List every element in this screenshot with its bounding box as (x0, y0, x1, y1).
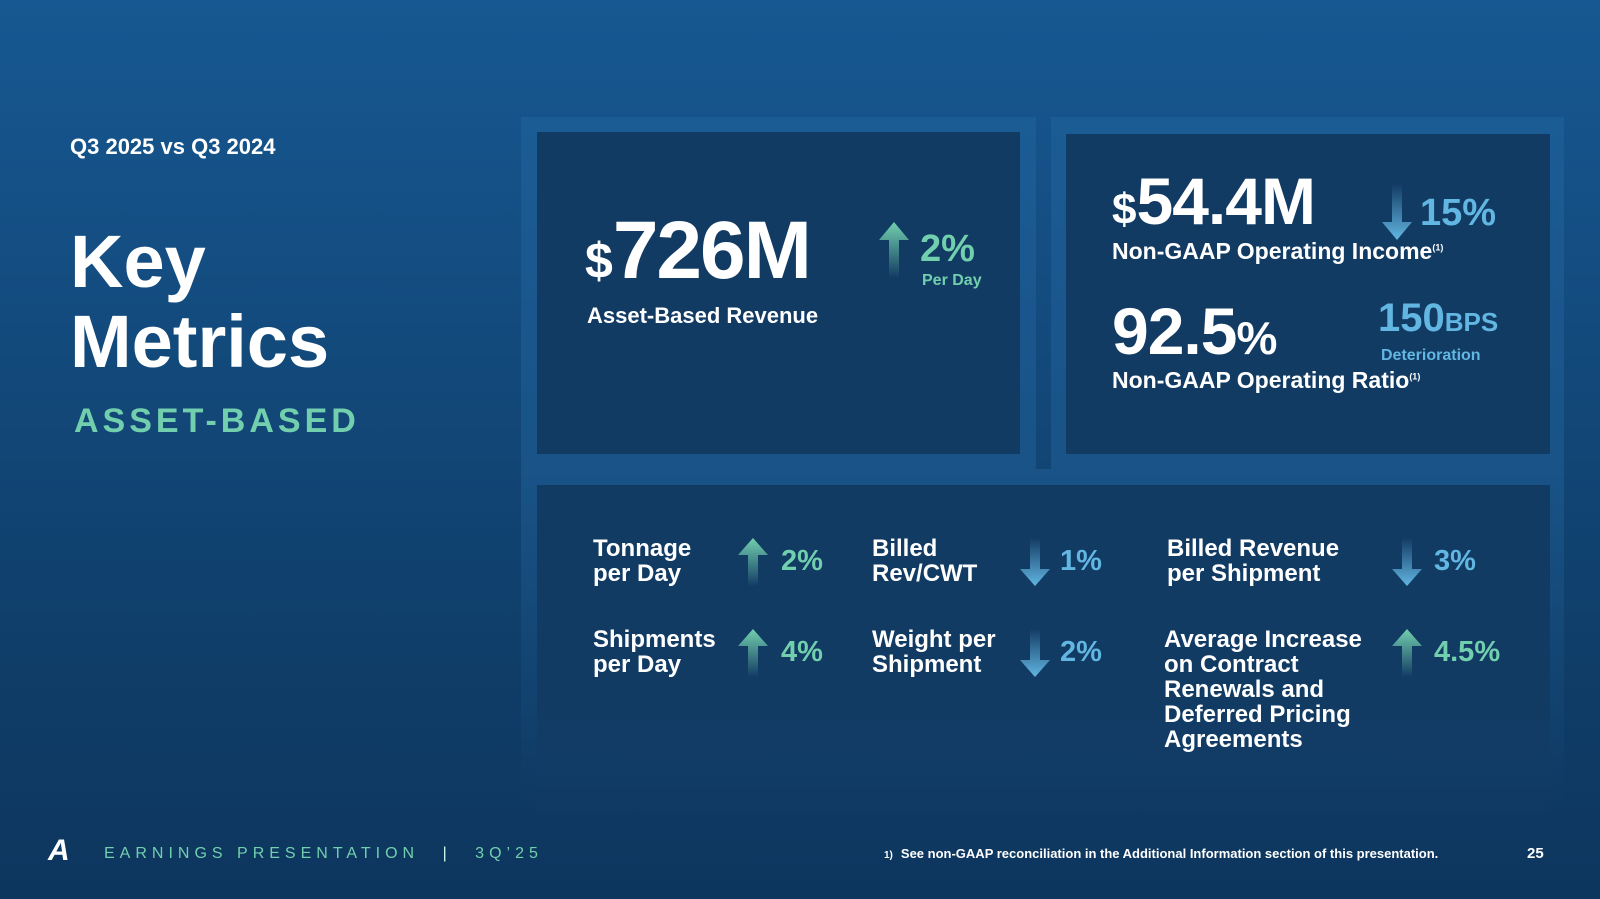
metric-label-line: Weight per (872, 626, 996, 653)
operating-income-amount: 54.4M (1136, 164, 1315, 238)
operating-income-value: $54.4M (1112, 168, 1316, 234)
metric-label: Billed Revenue per Shipment (1167, 536, 1339, 586)
operating-panel (1066, 134, 1550, 454)
metric-label: Weight per Shipment (872, 627, 996, 677)
arrow-down-icon (1020, 629, 1050, 677)
metric-label: Tonnage per Day (593, 536, 691, 586)
operating-ratio-label: Non-GAAP Operating Ratio(1) (1112, 367, 1420, 394)
operating-income-label-text: Non-GAAP Operating Income (1112, 238, 1433, 264)
footnote-marker: 1) (884, 850, 893, 861)
operating-ratio-label-text: Non-GAAP Operating Ratio (1112, 367, 1410, 393)
arrow-down-icon (1392, 538, 1422, 586)
footer-period: 3Q’25 (475, 845, 543, 862)
metric-change: 2% (1060, 636, 1102, 668)
metric-label-line: Average Increase (1164, 626, 1362, 653)
operating-ratio-value: 92.5% (1112, 298, 1277, 364)
arrow-down-icon (1020, 538, 1050, 586)
footer-presentation: EARNINGS PRESENTATION | 3Q’25 (104, 845, 543, 863)
revenue-value: $726M (585, 210, 812, 292)
metric-label-line: Renewals and (1164, 676, 1325, 703)
operating-ratio-unit: % (1236, 312, 1278, 364)
operating-income-label: Non-GAAP Operating Income(1) (1112, 238, 1443, 265)
revenue-currency: $ (585, 233, 613, 289)
metric-change: 3% (1434, 545, 1476, 577)
arrow-up-icon (1392, 629, 1422, 677)
page-title-line1: Key (70, 220, 206, 303)
operating-ratio-number: 92.5 (1112, 294, 1237, 368)
operating-ratio-change-value: 150 (1378, 296, 1445, 340)
metric-label: Shipments per Day (593, 627, 716, 677)
metric-label-line: Agreements (1164, 726, 1303, 753)
company-logo: A (48, 834, 70, 867)
metric-label-line: per Shipment (1167, 560, 1321, 587)
revenue-change: 2% (920, 228, 975, 270)
footnote-ref: (1) (1409, 371, 1421, 382)
page-title: Key Metrics (70, 222, 329, 382)
arrow-up-icon (738, 629, 768, 677)
revenue-change-note: Per Day (922, 272, 982, 289)
operating-ratio-change-unit: BPS (1444, 307, 1499, 337)
metric-label-line: Shipment (872, 651, 982, 678)
metric-label-line: per Day (593, 560, 682, 587)
footnote: 1) See non-GAAP reconciliation in the Add… (884, 846, 1438, 861)
footnote-text: See non-GAAP reconciliation in the Addit… (900, 846, 1439, 861)
metric-label-line: Billed Revenue (1167, 535, 1340, 562)
operating-income-change: 15% (1420, 192, 1497, 234)
metrics-panel (537, 485, 1550, 809)
metric-label-line: Deferred Pricing (1164, 701, 1351, 728)
arrow-down-icon (1382, 184, 1412, 240)
metric-change: 4% (781, 636, 823, 668)
footnote-ref: (1) (1432, 242, 1444, 253)
metric-label-line: on Contract (1164, 651, 1299, 678)
page-number: 25 (1527, 845, 1544, 862)
page-title-line2: Metrics (70, 300, 330, 383)
metric-label: Billed Rev/CWT (872, 536, 977, 586)
footer-presentation-title: EARNINGS PRESENTATION (104, 845, 420, 862)
arrow-up-icon (879, 222, 909, 278)
comparison-period: Q3 2025 vs Q3 2024 (70, 134, 276, 159)
operating-income-currency: $ (1112, 185, 1137, 234)
metric-label: Average Increase on Contract Renewals and D… (1164, 627, 1362, 752)
operating-ratio-change-note: Deterioration (1381, 347, 1481, 364)
arrow-up-icon (738, 538, 768, 586)
metric-change: 1% (1060, 545, 1102, 577)
revenue-amount: 726M (612, 205, 812, 296)
metric-change: 2% (781, 545, 823, 577)
metric-change: 4.5% (1434, 636, 1501, 668)
metric-label-line: Rev/CWT (872, 560, 978, 587)
footer-separator: | (442, 845, 452, 862)
metric-label-line: Billed (872, 535, 938, 562)
metric-label-line: Shipments (593, 626, 716, 653)
revenue-panel (537, 132, 1020, 454)
revenue-label: Asset-Based Revenue (587, 303, 819, 328)
operating-ratio-change: 150BPS (1378, 298, 1498, 338)
page-subtitle: ASSET-BASED (74, 402, 360, 440)
metric-label-line: per Day (593, 651, 682, 678)
metric-label-line: Tonnage (593, 535, 692, 562)
